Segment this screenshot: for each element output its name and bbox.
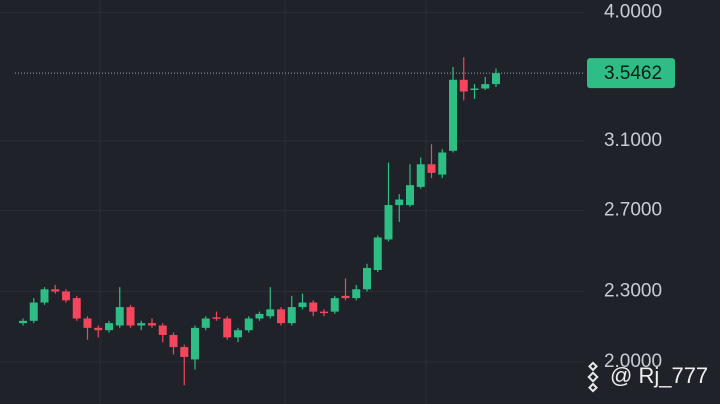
candle-body	[427, 164, 436, 173]
candle-body	[266, 309, 275, 317]
candle-body	[244, 318, 253, 331]
candle-body	[72, 298, 81, 319]
candle-body	[255, 313, 264, 319]
candle-body	[309, 302, 318, 312]
candle-body	[201, 318, 210, 328]
candle-body	[105, 323, 113, 331]
candle-body	[148, 323, 156, 326]
watermark: @ Rj_777	[587, 361, 708, 393]
candle-body	[137, 323, 146, 326]
candle-body	[416, 164, 425, 187]
candle-body	[395, 199, 404, 206]
candle-body	[363, 267, 371, 290]
candle-body	[320, 311, 328, 314]
y-tick-label: 3.1000	[604, 130, 662, 151]
watermark-text: @ Rj_777	[610, 363, 708, 388]
y-tick-label: 2.7000	[604, 200, 662, 221]
candle-body	[158, 325, 167, 335]
candle-body	[352, 289, 361, 299]
candle-body	[51, 289, 60, 292]
candle-body	[169, 334, 178, 348]
y-tick-label: 4.0000	[604, 1, 662, 22]
candle-body	[29, 302, 38, 321]
last-price-box	[587, 58, 675, 89]
candle-body	[341, 295, 350, 299]
candle-body	[406, 185, 414, 206]
candle-body	[330, 298, 339, 312]
candle-body	[191, 327, 199, 360]
candle-body	[19, 320, 27, 324]
candle-body	[212, 317, 221, 319]
candle-body	[373, 237, 382, 271]
candle-body	[40, 289, 49, 303]
candle-body	[62, 291, 70, 301]
candle-body	[459, 79, 468, 92]
candle-body	[492, 73, 500, 85]
candle-body	[223, 318, 232, 338]
candle-body	[234, 330, 242, 338]
candle-body	[94, 327, 103, 331]
y-tick-label: 2.3000	[604, 280, 662, 301]
candle-body	[481, 84, 490, 89]
candle-body	[384, 205, 393, 240]
candle-body	[83, 318, 92, 328]
candle-body	[298, 302, 307, 308]
candle-body	[287, 307, 296, 324]
candle-body	[180, 347, 189, 357]
y-tick-label: 2.0000	[604, 351, 662, 372]
candle-body	[470, 88, 479, 91]
candle-body	[277, 309, 285, 324]
candle-body	[449, 79, 457, 151]
candle-body	[115, 307, 124, 326]
candle-body	[126, 307, 135, 326]
watermark-logo	[587, 361, 599, 393]
last-price-label: 3.5462	[604, 63, 662, 84]
candle-body	[438, 152, 447, 175]
